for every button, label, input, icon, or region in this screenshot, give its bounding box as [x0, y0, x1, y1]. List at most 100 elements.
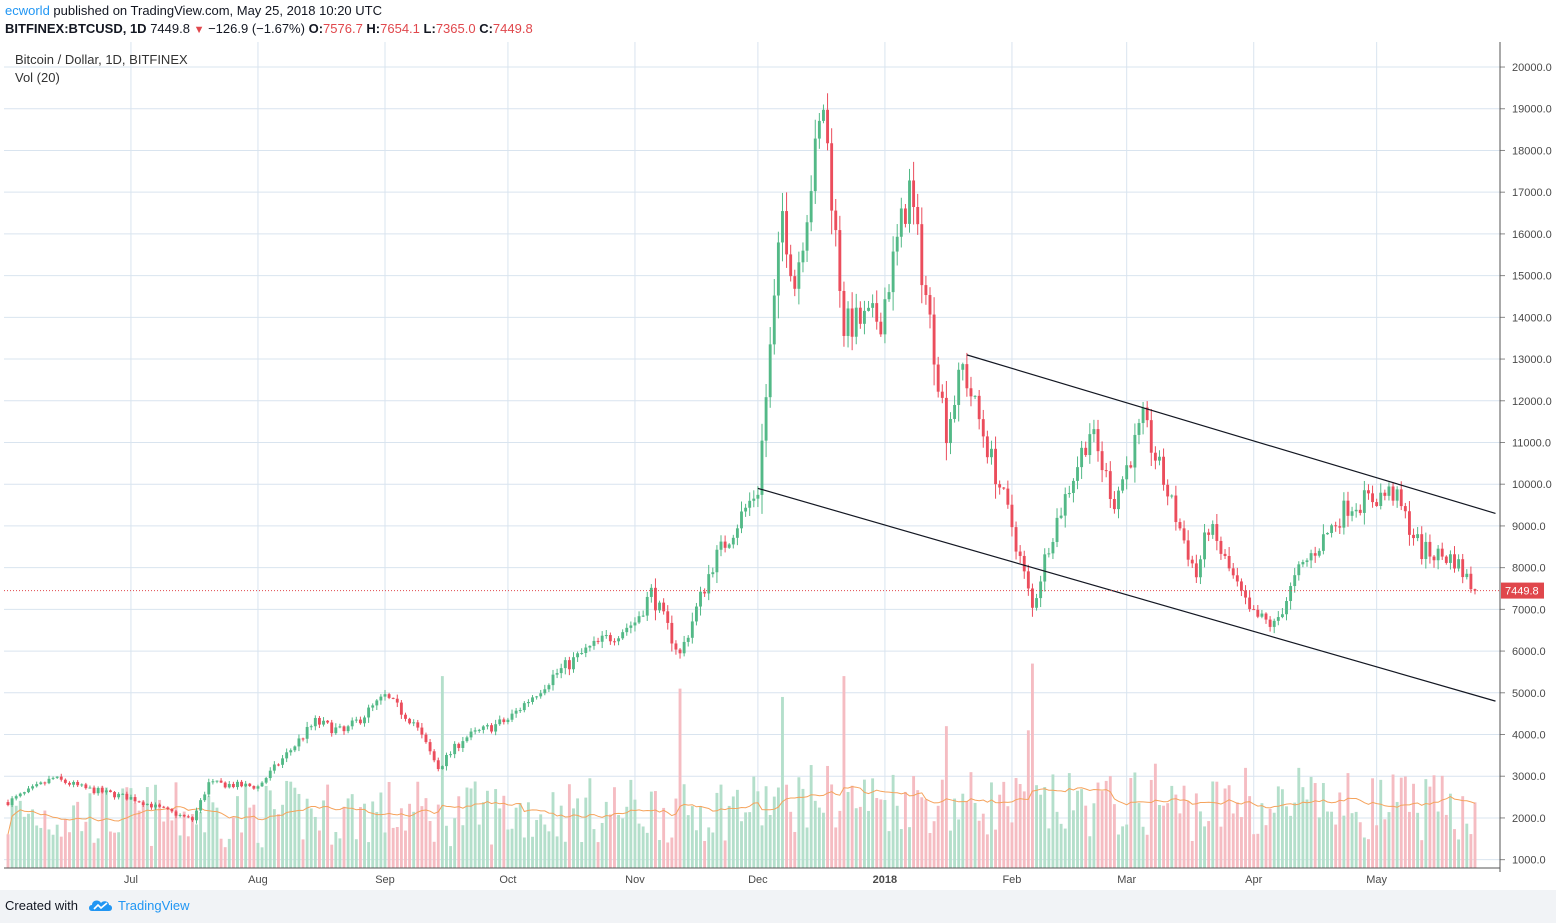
volume-bar	[899, 829, 903, 868]
candle-body	[969, 388, 973, 397]
candle-body	[785, 211, 789, 255]
volume-bar	[125, 787, 129, 868]
candle-body	[387, 694, 391, 698]
volume-bar	[789, 811, 793, 868]
candle-body	[494, 724, 498, 732]
candle-body	[522, 703, 526, 711]
volume-bar	[670, 837, 674, 868]
candle	[1174, 485, 1178, 531]
candle-body	[268, 770, 272, 779]
chart-background	[0, 0, 1556, 890]
volume-bar	[326, 784, 330, 868]
volume-bar	[72, 805, 75, 868]
candle	[563, 657, 567, 675]
candle-body	[1186, 540, 1190, 560]
candle-body	[137, 801, 141, 803]
volume-bar	[965, 801, 969, 868]
volume-bar	[248, 807, 252, 868]
candle	[776, 231, 780, 319]
volume-bar	[1235, 802, 1239, 868]
candle-body	[1125, 465, 1129, 480]
y-tick-label: 5000.0	[1512, 688, 1546, 700]
volume-bar	[461, 825, 465, 868]
candle	[432, 749, 436, 763]
candle	[1104, 462, 1108, 478]
candle-body	[440, 766, 444, 770]
trendline[interactable]	[966, 354, 1496, 514]
candle	[522, 701, 526, 713]
candle	[215, 780, 219, 784]
volume-bar	[588, 778, 592, 868]
candle-body	[1121, 479, 1125, 491]
candle	[899, 197, 903, 248]
volume-bar	[14, 805, 18, 868]
candle	[949, 412, 952, 455]
candle	[727, 543, 731, 549]
volume-bar	[711, 832, 715, 868]
volume-bar	[1203, 826, 1206, 868]
candle	[965, 352, 969, 397]
candle	[1059, 507, 1063, 520]
candle	[1026, 564, 1030, 596]
candle	[924, 275, 928, 305]
volume-bar	[604, 801, 608, 868]
candle	[154, 802, 157, 810]
candle	[539, 689, 543, 699]
candle	[576, 651, 580, 662]
candle	[1215, 514, 1219, 551]
candle	[1276, 611, 1280, 626]
y-tick-label: 3000.0	[1512, 771, 1546, 783]
volume-bar	[285, 780, 289, 868]
volume-bar	[256, 842, 260, 868]
candle-body	[600, 635, 604, 642]
price-chart[interactable]: 1000.0 2000.0 3000.0 4000.0 5000.0 6000.0 7000…	[0, 0, 1556, 890]
trendline[interactable]	[757, 487, 1496, 702]
candle-body	[920, 224, 924, 286]
volume-bar	[1035, 785, 1038, 868]
trendlines[interactable]	[757, 354, 1496, 702]
candle-body	[1194, 563, 1198, 578]
candle	[416, 719, 420, 731]
candle-body	[51, 777, 55, 779]
volume-bar	[379, 792, 383, 868]
x-tick-label: Dec	[748, 874, 768, 886]
candle	[334, 723, 338, 735]
volume-bar	[1239, 817, 1243, 868]
candle-body	[1084, 447, 1088, 456]
volume-bar	[580, 842, 584, 868]
candle-body	[727, 544, 731, 548]
volume-bar	[1367, 839, 1370, 868]
volume-bar	[936, 805, 940, 868]
candle	[1186, 530, 1190, 567]
tradingview-link[interactable]: TradingView	[118, 898, 190, 913]
candle	[63, 778, 67, 785]
candle-body	[932, 314, 936, 365]
candle-body	[580, 652, 584, 654]
author-link[interactable]: ecworld	[5, 3, 50, 18]
candle	[842, 281, 846, 347]
candle	[994, 436, 997, 499]
candle-body	[908, 180, 911, 224]
volume-bar	[1457, 839, 1461, 868]
volume-bar	[1469, 834, 1473, 868]
candle-body	[1239, 581, 1243, 591]
candle	[944, 380, 948, 461]
candle-body	[965, 364, 969, 389]
candle-body	[1006, 488, 1010, 505]
volume-bar	[289, 781, 293, 868]
candlesticks[interactable]	[6, 93, 1477, 824]
candle-body	[1215, 524, 1219, 541]
volume-bar	[178, 835, 182, 868]
candle	[301, 737, 305, 742]
volume-bar	[1096, 782, 1100, 868]
volume-bar	[1174, 794, 1178, 868]
x-tick-label: Feb	[1002, 874, 1021, 886]
candle-body	[358, 719, 362, 724]
volume-bar	[920, 797, 924, 868]
volume-bar	[1014, 778, 1018, 868]
candle	[862, 300, 866, 335]
series-legend[interactable]: Bitcoin / Dollar, 1D, BITFINEX	[15, 52, 188, 67]
volume-legend[interactable]: Vol (20)	[15, 70, 60, 85]
candle	[1436, 545, 1440, 570]
candle-body	[1129, 465, 1133, 468]
